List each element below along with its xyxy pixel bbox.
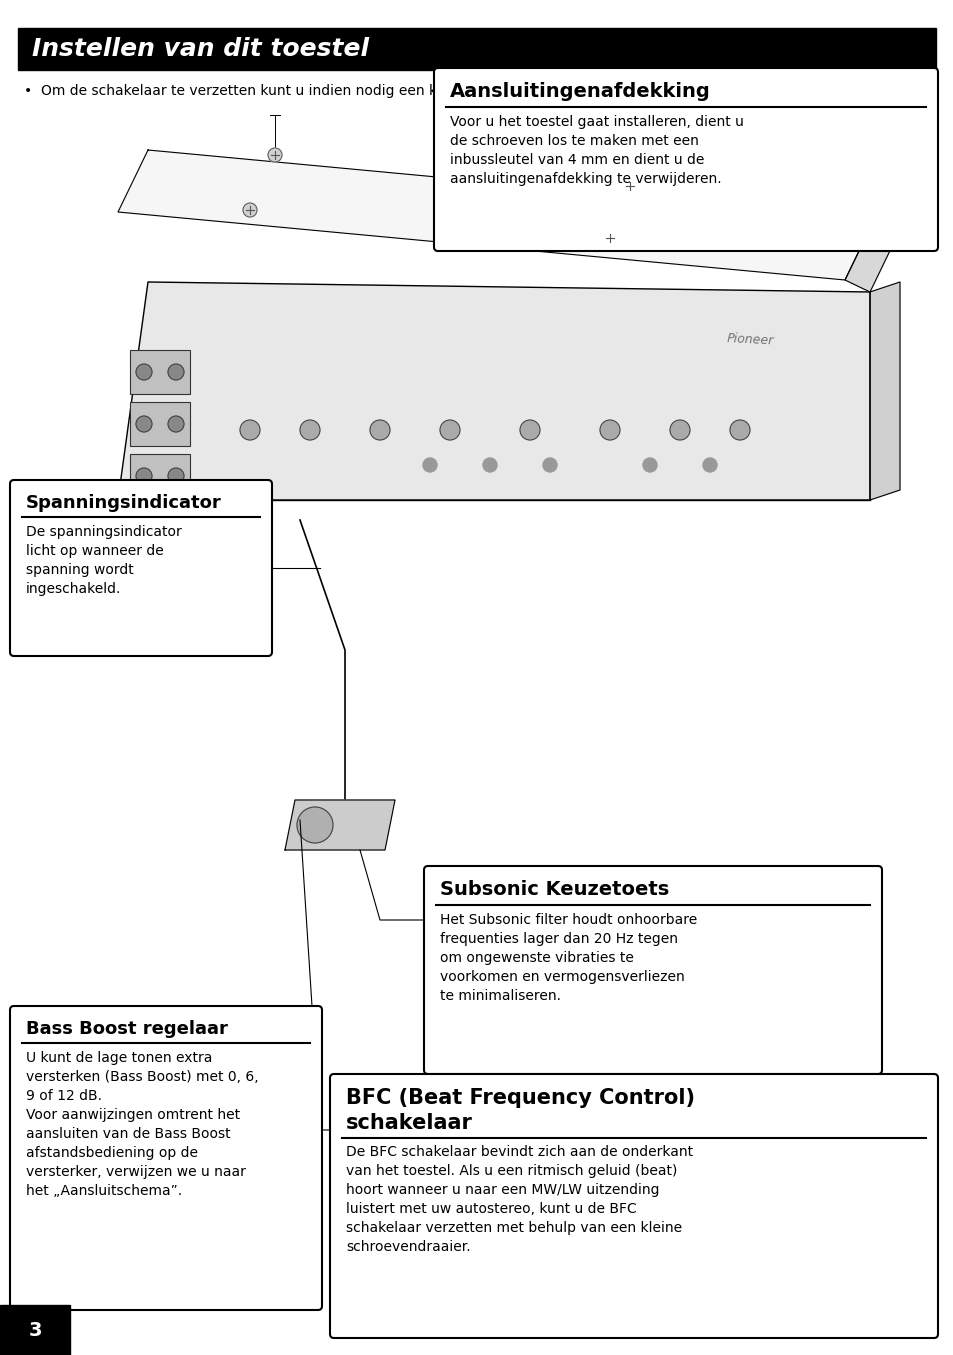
Circle shape bbox=[729, 420, 749, 440]
FancyBboxPatch shape bbox=[130, 454, 190, 499]
Text: Het Subsonic filter houdt onhoorbare
frequenties lager dan 20 Hz tegen
om ongewe: Het Subsonic filter houdt onhoorbare fre… bbox=[439, 913, 697, 1003]
Circle shape bbox=[519, 420, 539, 440]
Circle shape bbox=[268, 148, 282, 163]
Circle shape bbox=[136, 364, 152, 379]
Text: Subsonic Keuzetoets: Subsonic Keuzetoets bbox=[439, 879, 669, 898]
Circle shape bbox=[669, 420, 689, 440]
Circle shape bbox=[482, 458, 497, 472]
Circle shape bbox=[168, 364, 184, 379]
Text: Voor u het toestel gaat installeren, dient u
de schroeven los te maken met een
i: Voor u het toestel gaat installeren, die… bbox=[450, 115, 743, 186]
FancyBboxPatch shape bbox=[423, 866, 882, 1075]
Circle shape bbox=[542, 458, 557, 472]
Text: Aansluitingenafdekking: Aansluitingenafdekking bbox=[450, 83, 710, 102]
Polygon shape bbox=[869, 282, 899, 500]
FancyBboxPatch shape bbox=[130, 402, 190, 446]
Circle shape bbox=[243, 203, 256, 217]
Text: De spanningsindicator
licht op wanneer de
spanning wordt
ingeschakeld.: De spanningsindicator licht op wanneer d… bbox=[26, 526, 182, 596]
Circle shape bbox=[642, 458, 657, 472]
FancyBboxPatch shape bbox=[434, 68, 937, 251]
Bar bbox=[18, 28, 935, 70]
Text: Instellen van dit toestel: Instellen van dit toestel bbox=[32, 37, 369, 61]
Text: 3: 3 bbox=[29, 1321, 42, 1340]
Text: Spanningsindicator: Spanningsindicator bbox=[26, 495, 221, 512]
Text: U kunt de lage tonen extra
versterken (Bass Boost) met 0, 6,
9 of 12 dB.
Voor aa: U kunt de lage tonen extra versterken (B… bbox=[26, 1051, 258, 1198]
Text: Bass Boost regelaar: Bass Boost regelaar bbox=[26, 1020, 228, 1038]
Text: BFC (Beat Frequency Control)
schakelaar: BFC (Beat Frequency Control) schakelaar bbox=[346, 1088, 695, 1133]
Circle shape bbox=[422, 458, 436, 472]
Text: De BFC schakelaar bevindt zich aan de onderkant
van het toestel. Als u een ritmi: De BFC schakelaar bevindt zich aan de on… bbox=[346, 1145, 693, 1255]
Circle shape bbox=[602, 230, 617, 245]
Circle shape bbox=[136, 467, 152, 484]
Circle shape bbox=[370, 420, 390, 440]
Polygon shape bbox=[118, 282, 869, 500]
Circle shape bbox=[240, 420, 260, 440]
Bar bbox=[0, 1305, 70, 1355]
FancyBboxPatch shape bbox=[330, 1075, 937, 1337]
Text: Pioneer: Pioneer bbox=[725, 332, 773, 348]
Polygon shape bbox=[285, 799, 395, 850]
Circle shape bbox=[299, 420, 319, 440]
Circle shape bbox=[136, 416, 152, 432]
Text: •  Om de schakelaar te verzetten kunt u indien nodig een kleine schroevendraaier: • Om de schakelaar te verzetten kunt u i… bbox=[24, 84, 674, 98]
Circle shape bbox=[702, 458, 717, 472]
Circle shape bbox=[296, 808, 333, 843]
Text: PRS-D1100M: PRS-D1100M bbox=[453, 218, 526, 238]
FancyBboxPatch shape bbox=[130, 350, 190, 394]
FancyBboxPatch shape bbox=[10, 480, 272, 656]
Polygon shape bbox=[118, 150, 874, 280]
Polygon shape bbox=[844, 218, 899, 291]
Circle shape bbox=[622, 179, 637, 192]
Circle shape bbox=[599, 420, 619, 440]
Circle shape bbox=[439, 420, 459, 440]
Circle shape bbox=[168, 467, 184, 484]
Circle shape bbox=[168, 416, 184, 432]
FancyBboxPatch shape bbox=[10, 1005, 322, 1310]
